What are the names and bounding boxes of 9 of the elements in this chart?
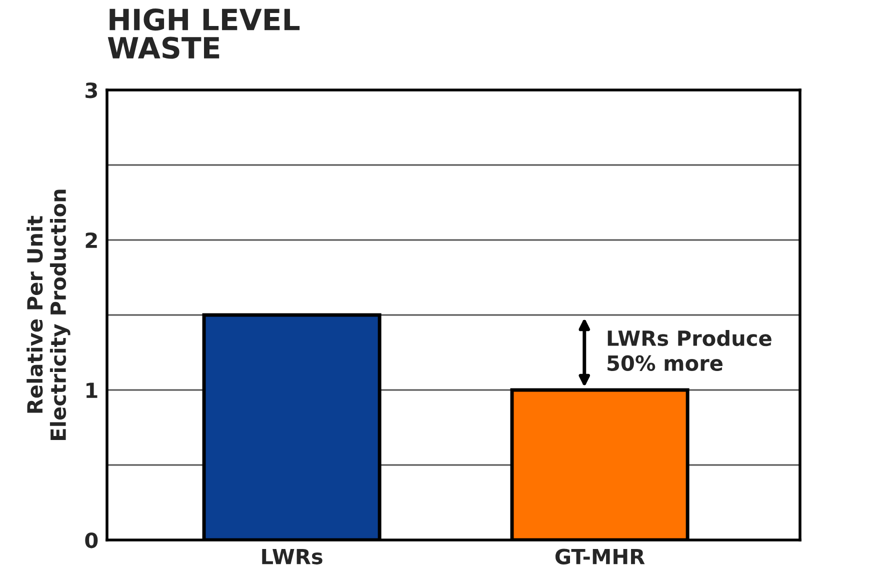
chart-title: HIGH LEVEL WASTE	[108, 8, 300, 59]
x-tick-label: LWRs	[262, 548, 322, 564]
x-tick-label: GT-MHR	[555, 548, 645, 564]
y-tick-label: 0	[85, 532, 98, 548]
annotation: LWRs Produce 50% more	[608, 330, 772, 371]
y-tick-label: 1	[86, 382, 98, 398]
y-tick-label: 3	[86, 82, 98, 98]
y-axis-title: Relative Per Unit Electricity Production	[26, 190, 70, 440]
y-tick-label: 2	[86, 232, 97, 248]
